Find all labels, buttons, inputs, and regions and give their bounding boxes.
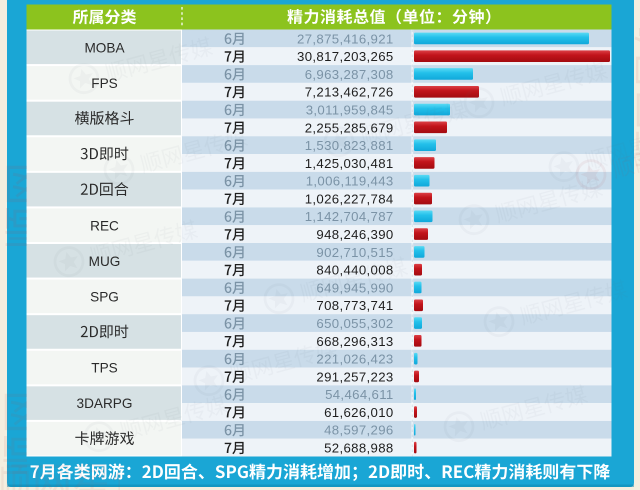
svg-text:SPG: SPG: [90, 289, 119, 304]
svg-text:1,006,119,443: 1,006,119,443: [306, 174, 394, 189]
svg-text:61,626,010: 61,626,010: [324, 405, 394, 420]
svg-text:REC: REC: [90, 218, 119, 233]
svg-text:1,425,030,481: 1,425,030,481: [305, 156, 394, 171]
svg-text:902,710,515: 902,710,515: [316, 245, 393, 260]
svg-text:1,026,227,784: 1,026,227,784: [305, 191, 394, 206]
svg-text:7,213,462,726: 7,213,462,726: [305, 85, 394, 100]
svg-text:MOBA: MOBA: [84, 40, 125, 55]
svg-text:6,963,287,308: 6,963,287,308: [305, 67, 394, 82]
svg-text:1,142,704,787: 1,142,704,787: [305, 209, 394, 224]
svg-text:52,688,988: 52,688,988: [324, 441, 394, 456]
svg-text:708,773,741: 708,773,741: [316, 298, 393, 313]
svg-text:27,875,416,921: 27,875,416,921: [297, 31, 394, 46]
svg-text:948,246,390: 948,246,390: [316, 227, 393, 242]
svg-text:291,257,223: 291,257,223: [316, 369, 393, 384]
svg-text:221,026,423: 221,026,423: [316, 352, 393, 367]
svg-text:650,055,302: 650,055,302: [316, 316, 393, 331]
svg-text:30,817,203,265: 30,817,203,265: [297, 49, 394, 64]
svg-text:48,597,296: 48,597,296: [324, 423, 394, 438]
svg-text:54,464,611: 54,464,611: [325, 387, 394, 402]
svg-text:TPS: TPS: [91, 361, 117, 376]
svg-text:3,011,959,845: 3,011,959,845: [306, 102, 394, 117]
svg-text:3DARPG: 3DARPG: [77, 396, 133, 411]
svg-text:668,296,313: 668,296,313: [316, 334, 393, 349]
